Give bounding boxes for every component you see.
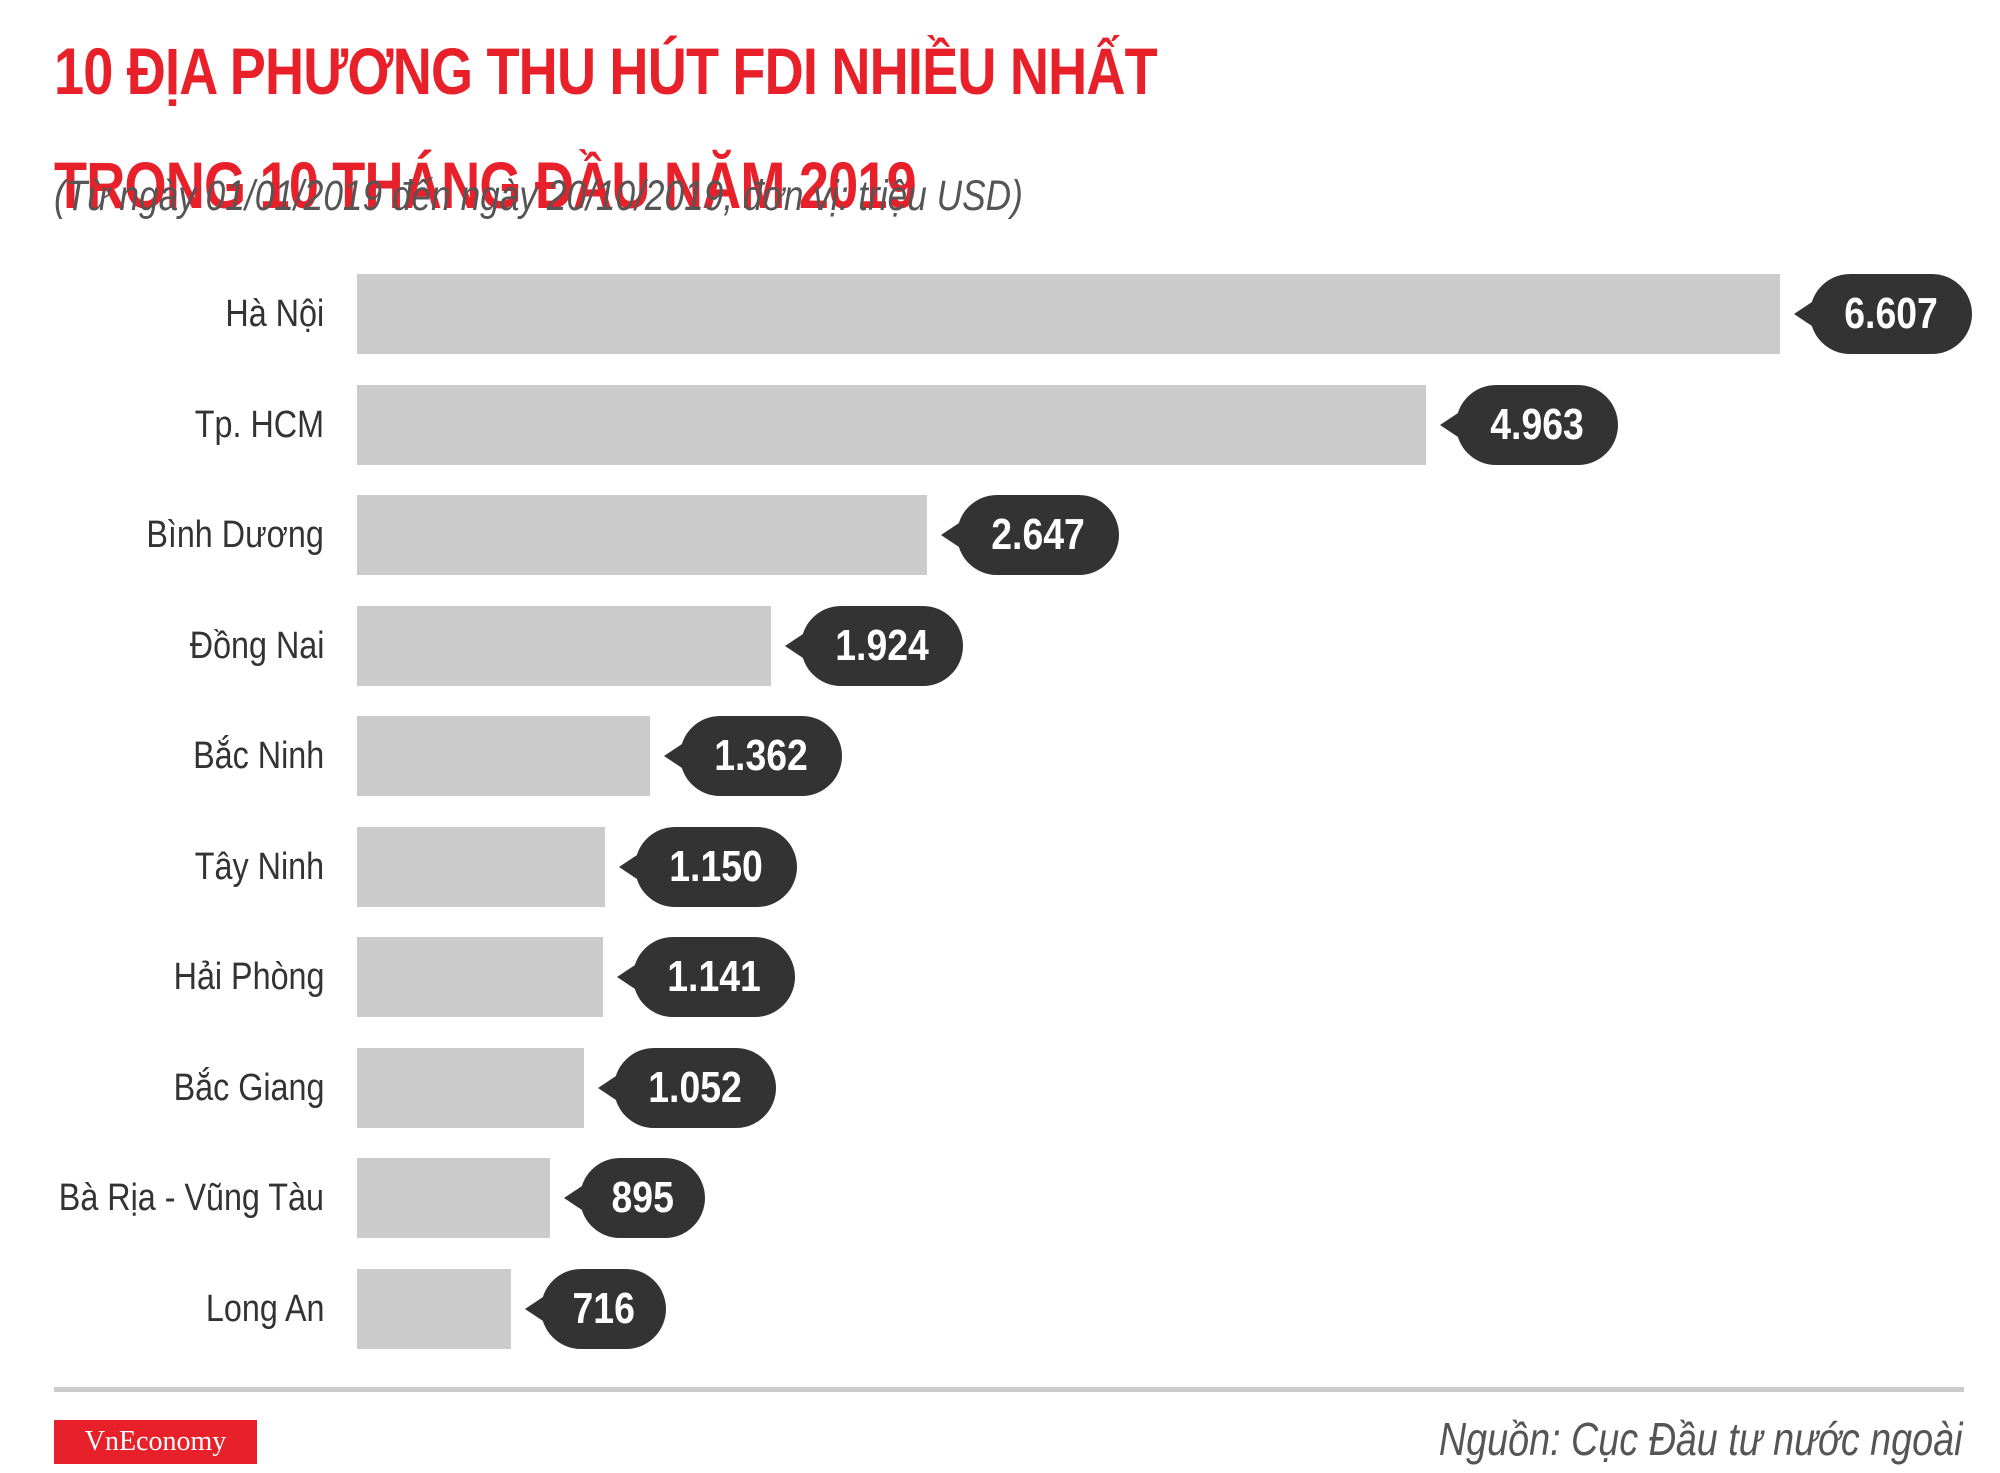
bar: [357, 716, 650, 796]
value-label: 1.150: [669, 841, 763, 891]
title-line-1: 10 ĐỊA PHƯƠNG THU HÚT FDI NHIỀU NHẤT: [54, 34, 1158, 108]
value-label: 6.607: [1844, 289, 1938, 338]
category-label: Bà Rịa - Vũng Tàu: [58, 1177, 324, 1219]
category-label: Hà Nội: [225, 293, 324, 335]
category-label: Bình Dương: [146, 514, 324, 556]
value-label: 1.924: [835, 620, 929, 670]
bar-row: Bình Dương 2.647: [0, 495, 2000, 575]
bar: [357, 937, 603, 1017]
footer-divider: [54, 1387, 1964, 1392]
bar: [357, 826, 605, 907]
bar-chart: Hà Nội 6.607 Tp. HCM 4.963 Bình Dương 2.647 Đồ…: [0, 274, 2000, 1349]
category-label: Long An: [205, 1287, 324, 1330]
category-label: Tp. HCM: [194, 403, 324, 446]
value-bubble: 2.647: [940, 495, 1120, 575]
category-label: Bắc Giang: [173, 1066, 324, 1109]
value-bubble: 6.607: [1793, 274, 1973, 354]
value-bubble: 1.924: [784, 605, 964, 686]
category-label: Hải Phòng: [173, 956, 324, 998]
bar-row: Long An 716: [0, 1268, 2000, 1349]
bar-row: Bà Rịa - Vũng Tàu 895: [0, 1158, 2000, 1238]
value-bubble: 716: [524, 1268, 667, 1349]
value-label: 716: [572, 1283, 635, 1333]
bar: [357, 605, 771, 686]
vneconomy-logo: VnEconomy: [54, 1420, 257, 1464]
value-bubble: 1.362: [663, 716, 843, 796]
bar-row: Bắc Giang 1.052: [0, 1047, 2000, 1128]
value-bubble: 1.141: [616, 937, 796, 1017]
title-line-2: TRONG 10 THÁNG ĐẦU NĂM 2019: [54, 148, 917, 222]
value-label: 1.052: [648, 1062, 742, 1112]
bar-row: Bắc Ninh 1.362: [0, 716, 2000, 796]
bar-row: Tp. HCM 4.963: [0, 384, 2000, 465]
bar-row: Hải Phòng 1.141: [0, 937, 2000, 1017]
category-label: Tây Ninh: [194, 845, 324, 888]
value-label: 1.362: [714, 731, 808, 780]
bar-row: Hà Nội 6.607: [0, 274, 2000, 354]
value-label: 4.963: [1490, 399, 1584, 449]
value-bubble: 1.052: [597, 1047, 777, 1128]
category-label: Đồng Nai: [189, 624, 324, 667]
bar: [357, 1047, 584, 1128]
bar: [357, 1158, 550, 1238]
bar: [357, 384, 1426, 465]
value-label: 895: [611, 1173, 674, 1222]
value-bubble: 4.963: [1439, 384, 1619, 465]
bar-row: Đồng Nai 1.924: [0, 605, 2000, 686]
chart-title: 10 ĐỊA PHƯƠNG THU HÚT FDI NHIỀU NHẤT TRO…: [54, 14, 1158, 242]
value-label: 2.647: [991, 510, 1085, 559]
category-label: Bắc Ninh: [192, 735, 324, 777]
value-bubble: 895: [563, 1158, 706, 1238]
bar-row: Tây Ninh 1.150: [0, 826, 2000, 907]
source-note: Nguồn: Cục Đầu tư nước ngoài: [1438, 1413, 1962, 1465]
value-label: 1.141: [667, 952, 761, 1001]
bar: [357, 274, 1780, 354]
bar: [357, 1268, 511, 1349]
chart-subtitle: (Từ ngày 01/01/2019 đến ngày 20/10/2019,…: [54, 172, 1023, 220]
bar: [357, 495, 927, 575]
value-bubble: 1.150: [618, 826, 798, 907]
